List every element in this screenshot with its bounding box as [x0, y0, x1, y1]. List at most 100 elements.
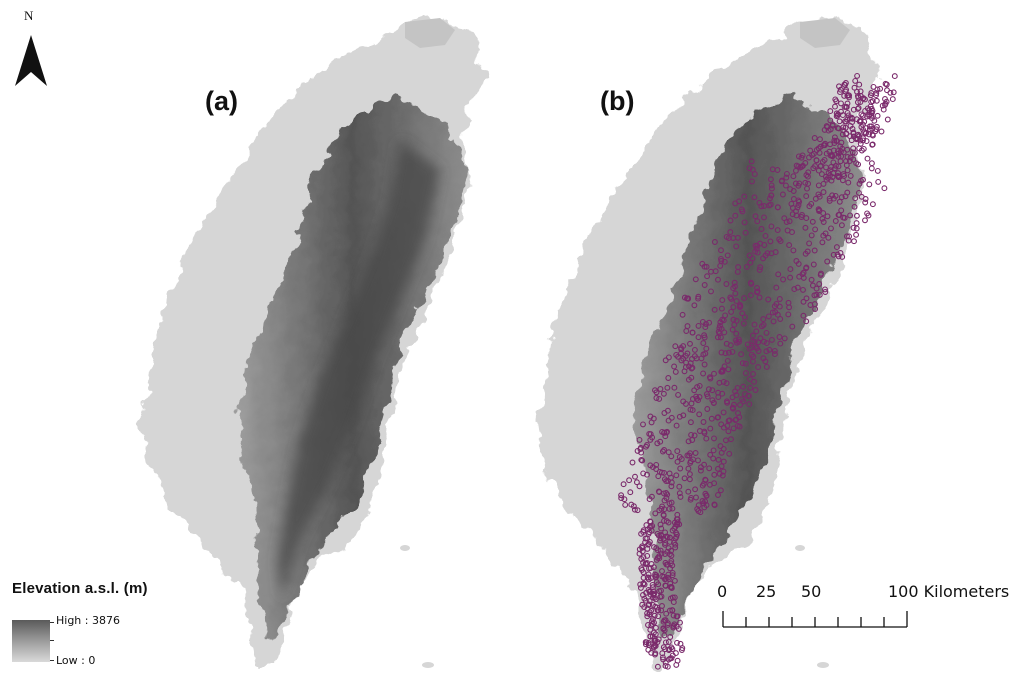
sample-marker — [728, 308, 735, 315]
sample-marker — [674, 458, 681, 465]
sample-marker — [675, 353, 681, 360]
sample-marker — [652, 596, 659, 603]
sample-marker — [837, 148, 844, 155]
sample-marker — [844, 100, 851, 107]
sample-marker — [677, 465, 684, 472]
sample-marker — [734, 268, 741, 275]
sample-marker — [640, 421, 646, 428]
sample-marker — [677, 640, 684, 647]
legend-color-ramp — [12, 620, 50, 662]
sample-marker — [862, 217, 868, 224]
sample-marker — [786, 218, 793, 225]
sample-marker — [877, 85, 884, 92]
sample-marker — [662, 639, 669, 646]
sample-marker — [754, 242, 761, 249]
sample-marker — [649, 602, 656, 608]
sample-marker — [753, 245, 760, 252]
sample-marker — [719, 472, 726, 479]
sample-marker — [820, 219, 827, 225]
sample-marker — [702, 490, 709, 497]
sample-marker — [835, 170, 842, 177]
sample-marker — [816, 291, 823, 298]
sample-marker — [640, 470, 647, 477]
panel-label-a: (a) — [205, 86, 238, 116]
sample-marker — [811, 301, 818, 308]
sample-marker — [837, 158, 844, 165]
sample-marker — [837, 143, 844, 150]
sample-marker — [711, 471, 718, 478]
sample-marker — [698, 355, 705, 362]
sample-marker — [631, 506, 638, 513]
sample-marker — [655, 488, 662, 495]
sample-marker — [647, 518, 654, 525]
sample-marker — [695, 397, 702, 404]
sample-marker — [776, 236, 783, 243]
sample-marker — [730, 425, 737, 432]
sample-marker — [773, 284, 780, 291]
sample-marker — [792, 167, 799, 174]
sample-marker — [674, 639, 680, 646]
sample-marker — [747, 384, 754, 391]
sample-marker — [643, 639, 650, 646]
sample-marker — [674, 448, 681, 455]
sample-marker — [856, 118, 863, 125]
sample-marker — [844, 154, 851, 160]
sample-marker — [834, 172, 841, 179]
sample-marker — [664, 621, 671, 628]
sample-marker — [842, 193, 849, 200]
sample-marker — [761, 338, 767, 345]
sample-marker — [840, 171, 847, 178]
sample-marker — [818, 171, 825, 178]
sample-marker — [756, 266, 763, 273]
sample-marker — [715, 276, 721, 283]
sample-marker — [771, 351, 778, 358]
sample-marker — [724, 252, 731, 259]
sample-marker — [701, 361, 708, 368]
sample-marker — [644, 535, 651, 542]
sample-marker — [795, 260, 802, 267]
sample-marker — [673, 472, 680, 479]
sample-marker — [767, 195, 773, 202]
sample-marker — [828, 177, 835, 184]
sample-marker — [640, 574, 647, 581]
sample-marker — [657, 547, 664, 554]
sample-marker — [724, 357, 731, 364]
sample-marker — [855, 189, 862, 196]
sample-marker — [752, 387, 759, 393]
sample-marker — [813, 157, 820, 164]
sample-marker — [648, 493, 655, 500]
sample-marker — [857, 99, 864, 105]
sample-marker — [789, 323, 796, 330]
sample-marker — [718, 255, 724, 262]
sample-marker — [753, 289, 760, 296]
sample-marker — [681, 475, 688, 482]
sample-marker — [626, 477, 633, 484]
sample-marker — [795, 202, 802, 208]
sample-marker — [858, 111, 865, 118]
sample-marker — [750, 371, 756, 377]
sample-marker — [851, 149, 858, 156]
sample-marker — [669, 562, 676, 569]
sample-marker — [647, 633, 654, 640]
sample-marker — [702, 476, 709, 483]
sample-marker — [652, 574, 659, 580]
sample-marker — [738, 351, 745, 358]
sample-marker — [817, 136, 823, 143]
sample-marker — [767, 238, 774, 245]
sample-marker — [855, 161, 862, 168]
sample-marker — [787, 266, 794, 273]
sample-marker — [800, 286, 806, 293]
sample-marker — [649, 581, 656, 588]
sample-marker — [816, 208, 823, 215]
sample-marker — [711, 480, 718, 487]
sample-marker — [832, 218, 839, 224]
sample-marker — [822, 289, 829, 295]
sample-marker — [733, 416, 740, 423]
sample-marker — [717, 319, 724, 326]
sample-marker — [799, 152, 806, 159]
legend-tick-low — [50, 660, 54, 661]
sample-marker — [874, 86, 881, 93]
north-arrow-icon — [15, 35, 47, 86]
sample-marker — [633, 479, 640, 486]
sample-marker — [639, 566, 645, 573]
